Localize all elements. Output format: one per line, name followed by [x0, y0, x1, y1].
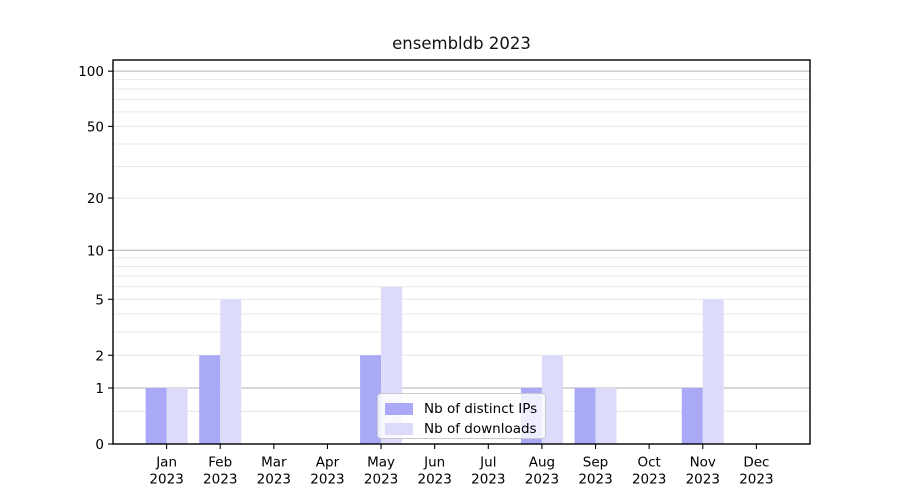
legend-swatch-distinct-ips — [385, 403, 413, 415]
y-tick-label: 50 — [87, 119, 104, 135]
y-tick-label: 1 — [95, 381, 104, 397]
legend-swatch-downloads — [385, 423, 413, 435]
x-tick-label-month: Nov — [690, 455, 716, 471]
legend-item: Nb of distinct IPs — [385, 399, 545, 419]
x-tick-label-year: 2023 — [578, 472, 612, 488]
x-tick-label-year: 2023 — [310, 472, 344, 488]
x-tick-label-month: Apr — [316, 455, 340, 471]
x-tick-label-year: 2023 — [203, 472, 237, 488]
bar-nov-s1 — [702, 299, 724, 444]
x-tick-label-year: 2023 — [739, 472, 773, 488]
x-tick-label-year: 2023 — [364, 472, 398, 488]
bar-nov-s0 — [681, 388, 703, 444]
legend-label-downloads: Nb of downloads — [424, 421, 537, 437]
bar-may-s0 — [360, 355, 382, 444]
y-tick-label: 5 — [95, 292, 104, 308]
bar-sep-s1 — [595, 388, 617, 444]
x-tick-label-month: Feb — [208, 455, 232, 471]
x-tick-label-month: Jan — [155, 455, 177, 471]
x-tick-label-month: Dec — [743, 455, 769, 471]
y-tick-label: 0 — [95, 437, 104, 453]
chart-title: ensembldb 2023 — [392, 34, 531, 53]
x-tick-label-year: 2023 — [257, 472, 291, 488]
bar-aug-s1 — [541, 355, 563, 444]
bar-jan-s1 — [166, 388, 188, 444]
x-tick-label-year: 2023 — [686, 472, 720, 488]
x-tick-label-month: Jun — [423, 455, 445, 471]
x-tick-label-year: 2023 — [149, 472, 183, 488]
x-tick-label-month: Sep — [583, 455, 608, 471]
x-tick-label-year: 2023 — [471, 472, 505, 488]
x-tick-label-year: 2023 — [525, 472, 559, 488]
y-tick-label: 20 — [87, 191, 104, 207]
x-tick-label-month: Aug — [529, 455, 555, 471]
bar-feb-s1 — [220, 299, 242, 444]
plot-border — [112, 59, 811, 445]
bar-sep-s0 — [574, 388, 596, 444]
x-tick-label-month: Mar — [261, 455, 287, 471]
y-tick-label: 10 — [87, 243, 104, 259]
legend: Nb of distinct IPs Nb of downloads — [377, 393, 546, 439]
x-tick-label-month: Jul — [479, 455, 496, 471]
x-tick-label-month: Oct — [637, 455, 660, 471]
y-tick-label: 100 — [78, 64, 104, 80]
x-tick-label-year: 2023 — [632, 472, 666, 488]
bar-feb-s0 — [199, 355, 221, 444]
legend-label-distinct-ips: Nb of distinct IPs — [424, 401, 538, 417]
x-tick-label-month: May — [367, 455, 395, 471]
legend-item: Nb of downloads — [385, 419, 545, 439]
bar-jan-s0 — [145, 388, 167, 444]
x-tick-label-year: 2023 — [418, 472, 452, 488]
y-tick-label: 2 — [95, 348, 104, 364]
